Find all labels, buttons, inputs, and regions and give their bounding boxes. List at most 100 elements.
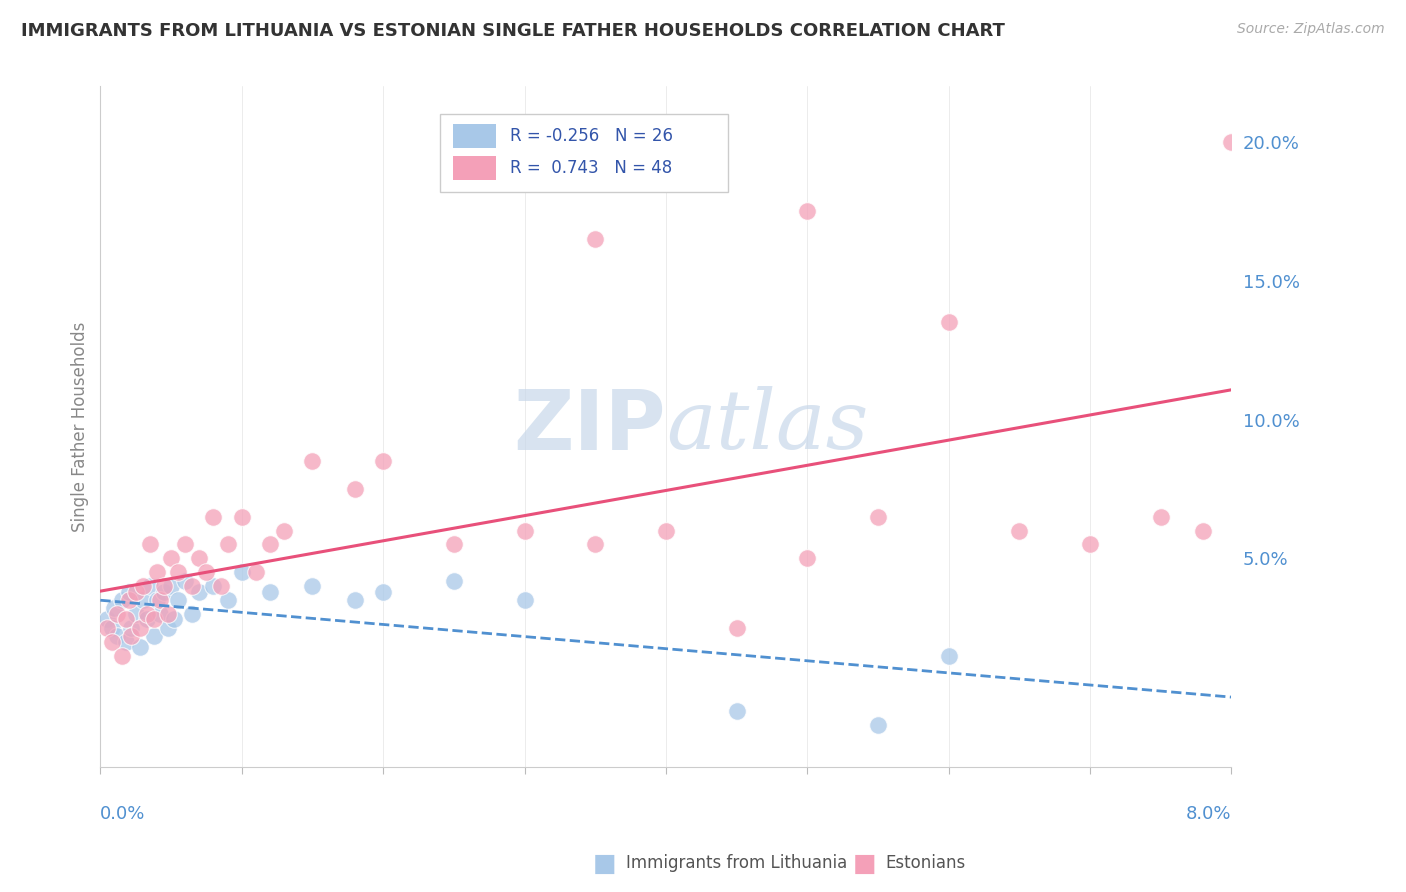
Point [146,566,169,580]
Point [231,566,253,580]
Point [136,607,159,621]
Point [188,584,211,599]
Text: ZIP: ZIP [513,386,666,467]
Point [655,524,678,538]
Point [373,584,395,599]
Point [129,621,152,635]
Point [167,593,190,607]
Point [1008,524,1031,538]
Point [96,612,118,626]
Point [125,584,148,599]
Point [143,629,166,643]
Point [301,579,323,593]
Text: Immigrants from Lithuania: Immigrants from Lithuania [626,855,846,872]
Point [136,612,159,626]
Point [114,634,136,648]
Point [181,607,204,621]
Point [513,593,536,607]
Text: R = -0.256   N = 26: R = -0.256 N = 26 [510,127,673,145]
Point [343,482,366,496]
Point [217,537,239,551]
Point [373,454,395,468]
Point [443,537,465,551]
Point [273,524,295,538]
Point [120,621,142,635]
Point [443,574,465,588]
FancyBboxPatch shape [453,156,496,179]
Text: 0.0%: 0.0% [100,805,146,823]
Point [103,601,125,615]
Point [174,574,197,588]
Point [202,579,225,593]
Point [866,509,889,524]
Point [125,607,148,621]
Point [1078,537,1101,551]
Point [301,454,323,468]
FancyBboxPatch shape [453,125,496,147]
Point [132,579,155,593]
Point [146,593,169,607]
Point [167,566,190,580]
Point [231,509,253,524]
Text: IMMIGRANTS FROM LITHUANIA VS ESTONIAN SINGLE FATHER HOUSEHOLDS CORRELATION CHART: IMMIGRANTS FROM LITHUANIA VS ESTONIAN SI… [21,22,1005,40]
Point [160,579,183,593]
Point [117,584,139,599]
Point [1150,509,1173,524]
Text: R =  0.743   N = 48: R = 0.743 N = 48 [510,159,672,177]
Point [938,648,960,663]
Point [153,579,176,593]
Text: atlas: atlas [666,386,869,467]
Point [938,315,960,329]
Point [105,607,128,621]
Point [209,579,232,593]
Point [725,621,748,635]
Point [139,579,162,593]
Point [343,593,366,607]
Point [110,593,132,607]
Point [100,634,122,648]
Text: ■: ■ [853,852,876,875]
Point [866,718,889,732]
Point [96,621,118,635]
Point [143,612,166,626]
FancyBboxPatch shape [440,113,728,192]
Point [583,232,606,246]
Point [110,648,132,663]
Y-axis label: Single Father Households: Single Father Households [72,321,89,532]
Point [157,607,180,621]
Point [583,537,606,551]
Point [725,704,748,718]
Point [796,551,818,566]
Point [1192,524,1215,538]
Point [105,629,128,643]
Text: ■: ■ [593,852,616,875]
Point [181,579,204,593]
Point [188,551,211,566]
Point [1220,135,1243,149]
Text: Estonians: Estonians [886,855,966,872]
Point [149,607,172,621]
Point [117,593,139,607]
Point [100,621,122,635]
Text: 8.0%: 8.0% [1187,805,1232,823]
Point [259,537,281,551]
Point [796,204,818,219]
Point [120,629,142,643]
Point [245,566,267,580]
Point [139,537,162,551]
Point [149,593,172,607]
Point [160,551,183,566]
Point [157,621,180,635]
Point [153,584,176,599]
Point [195,566,218,580]
Point [259,584,281,599]
Point [132,593,155,607]
Point [202,509,225,524]
Point [174,537,197,551]
Point [129,640,152,655]
Point [217,593,239,607]
Point [163,612,186,626]
Point [513,524,536,538]
Point [114,612,136,626]
Text: Source: ZipAtlas.com: Source: ZipAtlas.com [1237,22,1385,37]
